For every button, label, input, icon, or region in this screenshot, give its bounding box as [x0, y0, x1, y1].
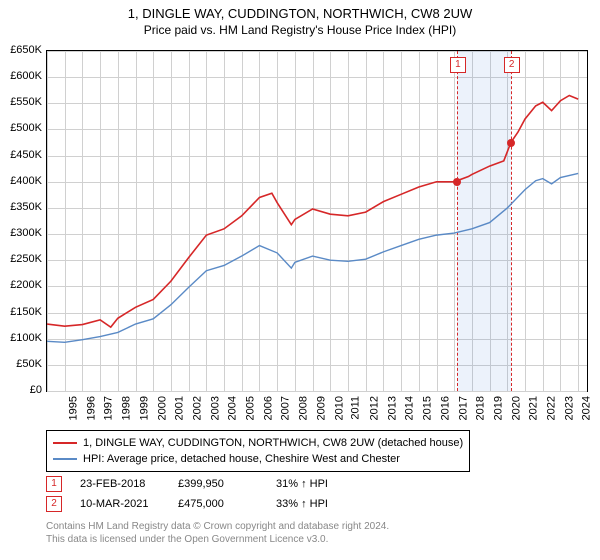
footer-attribution: Contains HM Land Registry data © Crown c… — [46, 520, 389, 546]
legend-label: 1, DINGLE WAY, CUDDINGTON, NORTHWICH, CW… — [83, 437, 463, 449]
x-axis-label: 2018 — [475, 396, 487, 420]
sale-row: 2 10-MAR-2021 £475,000 33% ↑ HPI — [46, 494, 356, 514]
x-axis-label: 2021 — [528, 396, 540, 420]
x-axis-label: 1999 — [138, 396, 150, 420]
x-axis-label: 2011 — [350, 396, 362, 420]
x-axis-label: 2008 — [298, 396, 310, 420]
x-axis-label: 1997 — [103, 396, 115, 420]
y-axis-label: £400K — [0, 175, 42, 187]
sale-delta: 33% ↑ HPI — [276, 498, 356, 510]
chart-container: 1, DINGLE WAY, CUDDINGTON, NORTHWICH, CW… — [0, 0, 600, 560]
x-axis-label: 2003 — [209, 396, 221, 420]
x-axis-label: 2015 — [422, 396, 434, 420]
sale-delta: 31% ↑ HPI — [276, 478, 356, 490]
y-axis-label: £350K — [0, 201, 42, 213]
y-axis-label: £500K — [0, 122, 42, 134]
y-axis-label: £300K — [0, 227, 42, 239]
x-axis-label: 2000 — [156, 396, 168, 420]
chart-subtitle: Price paid vs. HM Land Registry's House … — [0, 21, 600, 43]
legend-swatch — [53, 458, 77, 460]
sale-date: 10-MAR-2021 — [80, 498, 160, 510]
y-axis-label: £150K — [0, 306, 42, 318]
x-axis-label: 2013 — [386, 396, 398, 420]
chart-title: 1, DINGLE WAY, CUDDINGTON, NORTHWICH, CW… — [0, 0, 600, 21]
legend-item: HPI: Average price, detached house, Ches… — [53, 451, 463, 467]
x-axis-label: 2005 — [245, 396, 257, 420]
sale-price: £475,000 — [178, 498, 258, 510]
y-axis-label: £650K — [0, 44, 42, 56]
x-axis-label: 2010 — [333, 396, 345, 420]
line-series — [47, 51, 587, 391]
x-axis-label: 2022 — [546, 396, 558, 420]
y-axis-label: £550K — [0, 96, 42, 108]
x-axis-label: 1995 — [67, 396, 79, 420]
sale-badge: 1 — [46, 476, 62, 492]
x-axis-label: 2007 — [280, 396, 292, 420]
x-axis-label: 2012 — [368, 396, 380, 420]
legend: 1, DINGLE WAY, CUDDINGTON, NORTHWICH, CW… — [46, 430, 470, 472]
x-axis-label: 2020 — [510, 396, 522, 420]
sale-price: £399,950 — [178, 478, 258, 490]
footer-line-1: Contains HM Land Registry data © Crown c… — [46, 520, 389, 533]
x-axis-label: 2017 — [457, 396, 469, 420]
x-axis-label: 2014 — [404, 396, 416, 420]
x-axis-label: 2016 — [439, 396, 451, 420]
x-axis-label: 2004 — [227, 396, 239, 420]
x-axis-label: 2002 — [191, 396, 203, 420]
series-hpi — [47, 173, 578, 342]
sale-row: 1 23-FEB-2018 £399,950 31% ↑ HPI — [46, 474, 356, 494]
x-axis-label: 2024 — [581, 396, 593, 420]
y-axis-label: £100K — [0, 332, 42, 344]
sale-badge: 2 — [46, 496, 62, 512]
sale-date: 23-FEB-2018 — [80, 478, 160, 490]
footer-line-2: This data is licensed under the Open Gov… — [46, 533, 389, 546]
x-axis-label: 1996 — [85, 396, 97, 420]
legend-swatch — [53, 442, 77, 444]
series-property — [47, 95, 578, 327]
y-axis-label: £0 — [0, 384, 42, 396]
x-axis-label: 2001 — [174, 396, 186, 420]
x-axis-label: 2019 — [492, 396, 504, 420]
x-axis-label: 1998 — [121, 396, 133, 420]
plot-area: 12 — [46, 50, 588, 392]
sales-table: 1 23-FEB-2018 £399,950 31% ↑ HPI 2 10-MAR-202… — [46, 474, 356, 514]
y-axis-label: £450K — [0, 149, 42, 161]
x-axis-label: 2009 — [315, 396, 327, 420]
y-axis-label: £250K — [0, 253, 42, 265]
y-axis-label: £50K — [0, 358, 42, 370]
x-axis-label: 2023 — [563, 396, 575, 420]
legend-label: HPI: Average price, detached house, Ches… — [83, 453, 400, 465]
y-axis-label: £200K — [0, 279, 42, 291]
legend-item: 1, DINGLE WAY, CUDDINGTON, NORTHWICH, CW… — [53, 435, 463, 451]
y-axis-label: £600K — [0, 70, 42, 82]
x-axis-label: 2006 — [262, 396, 274, 420]
